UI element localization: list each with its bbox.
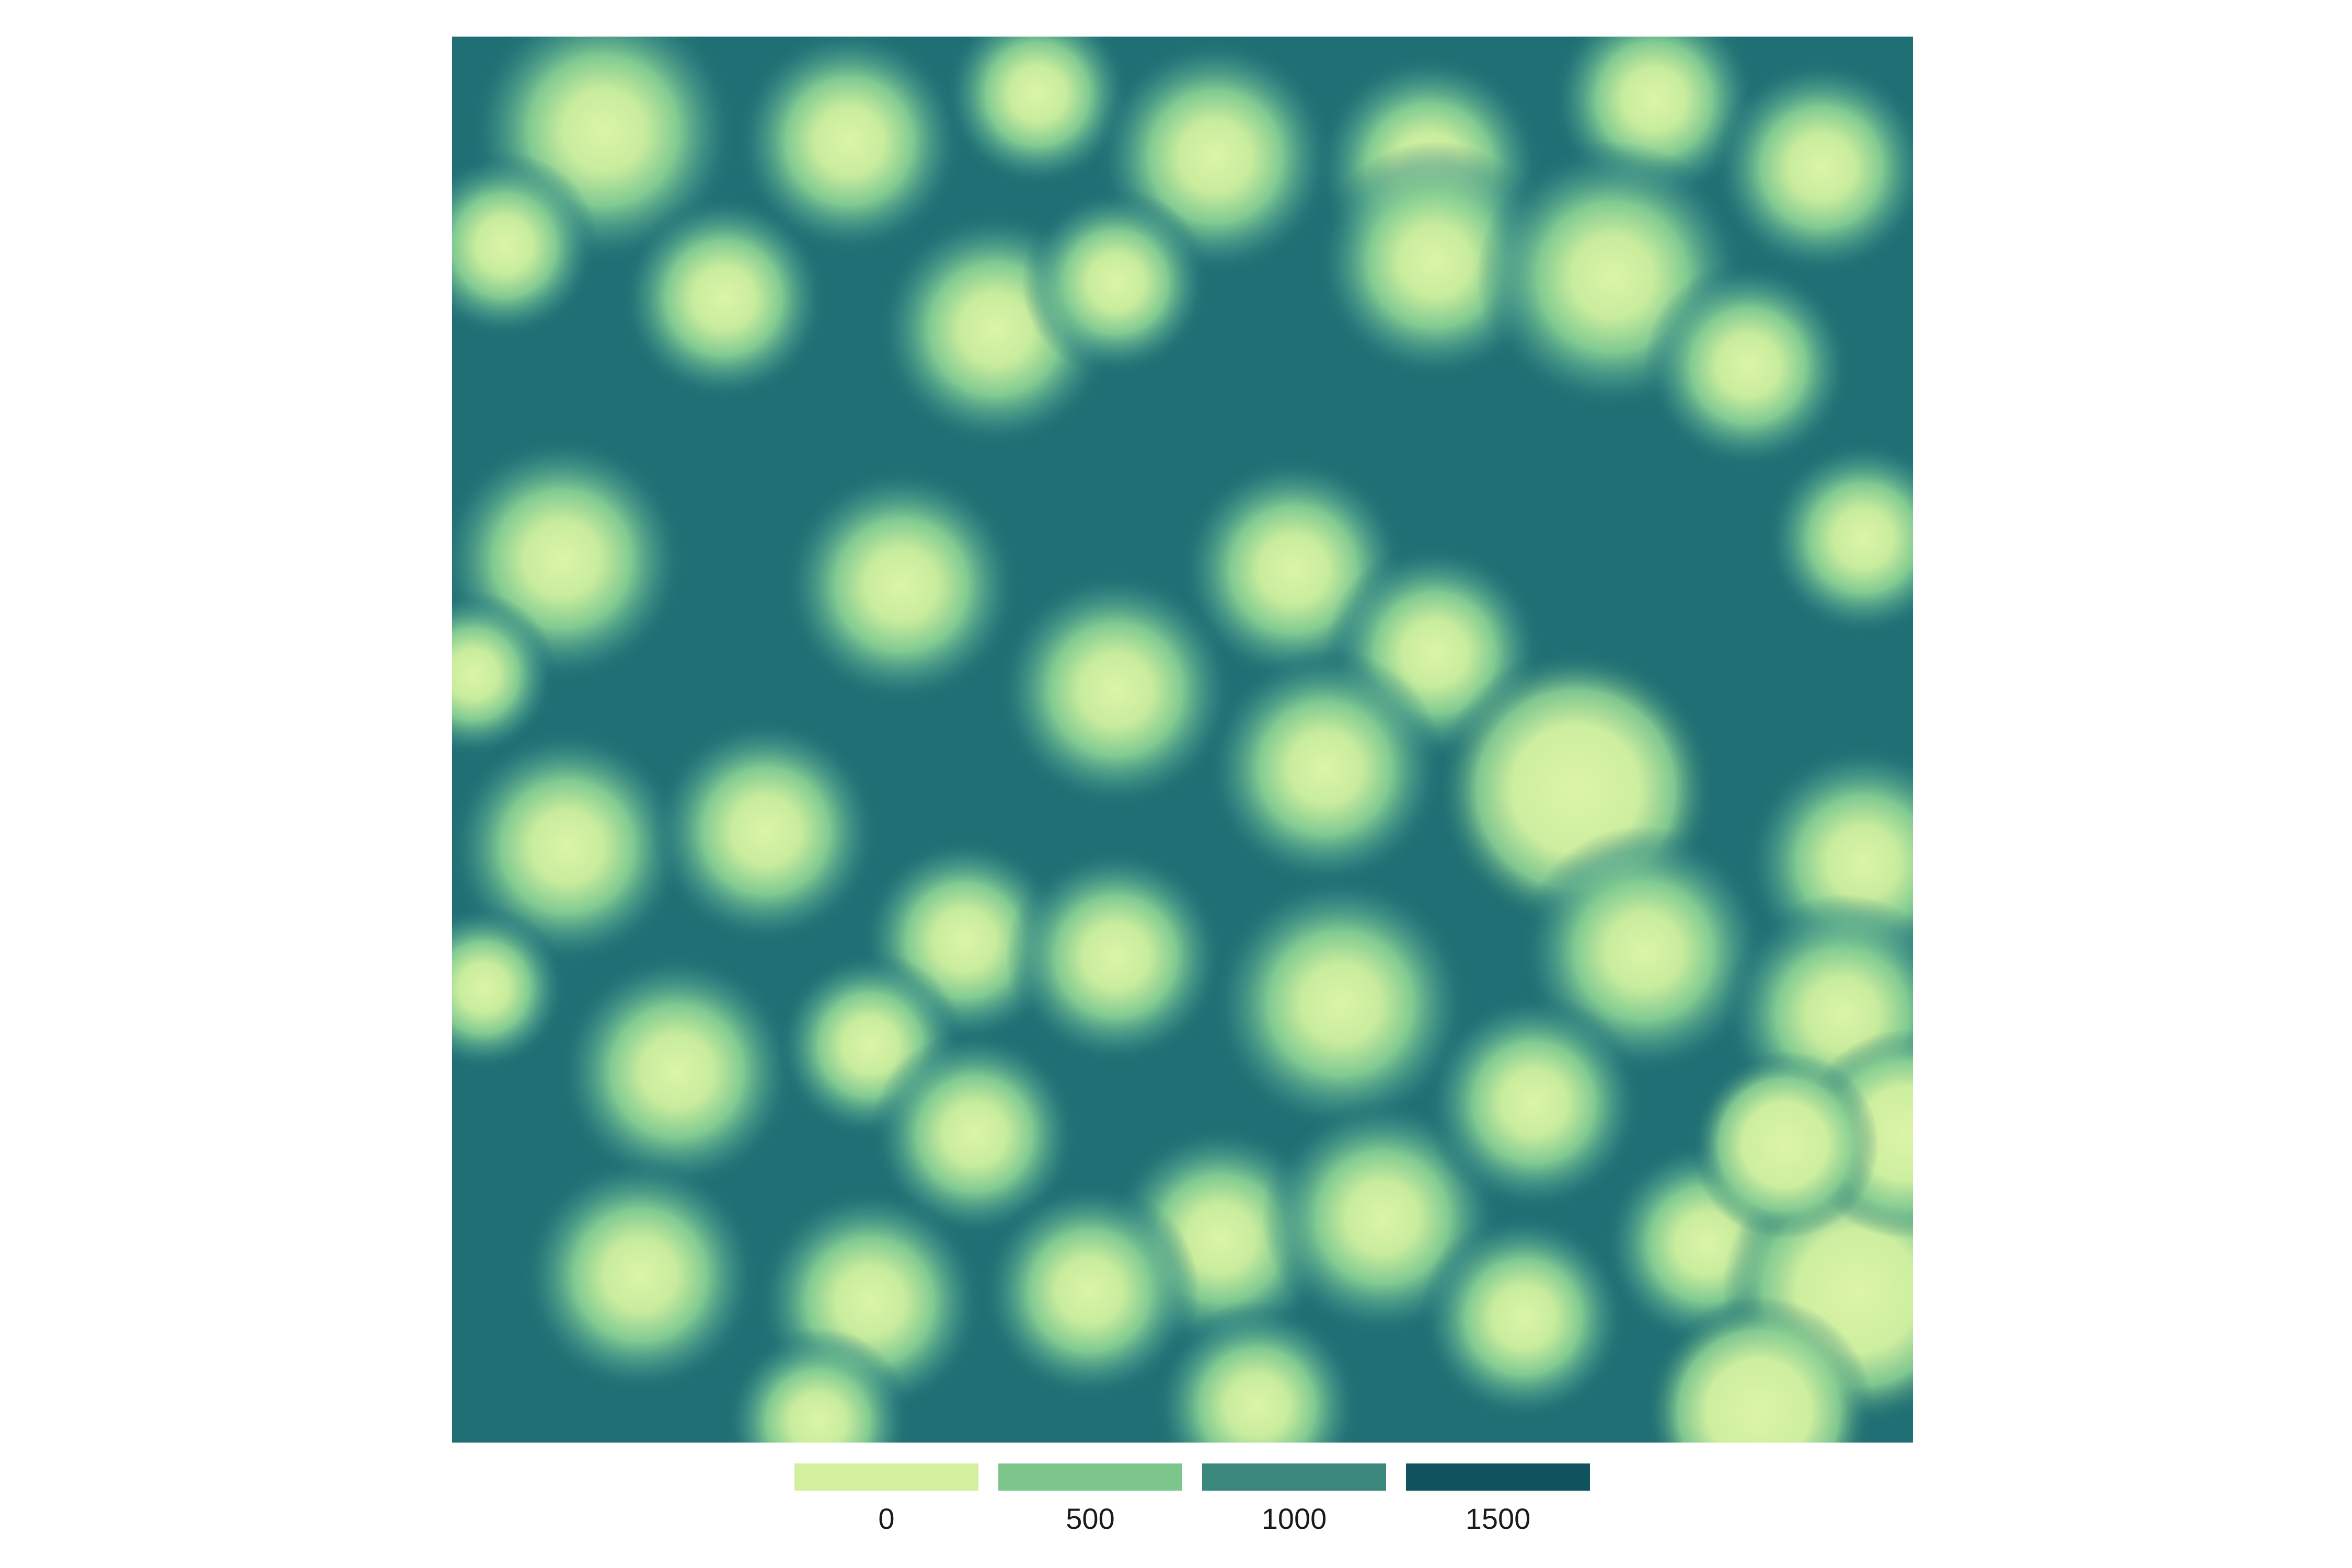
- proximity-zone: [1424, 993, 1644, 1213]
- proximity-zone: [1764, 439, 1913, 638]
- proximity-zone: [651, 716, 881, 946]
- proximity-zone: [452, 904, 567, 1071]
- proximity-zone: [619, 193, 828, 402]
- distance-raster-map: [452, 37, 1913, 1443]
- proximity-zone: [1022, 188, 1210, 376]
- distance-raster: [452, 37, 1913, 1443]
- proximity-zone: [781, 465, 1022, 706]
- proximity-zone: [1419, 1213, 1628, 1422]
- proximity-zone: [452, 152, 598, 340]
- proximity-zone: [520, 1155, 760, 1396]
- legend-label-0: 0: [878, 1502, 895, 1535]
- proximity-zone: [452, 591, 557, 758]
- legend: 0 500 1000 1500: [794, 1463, 1592, 1542]
- proximity-zone: [1006, 847, 1226, 1066]
- proximity-zone: [1210, 873, 1471, 1134]
- proximity-zone: [1644, 1296, 1874, 1443]
- proximity-zones: [452, 37, 1913, 1443]
- legend-key-500: [998, 1463, 1182, 1491]
- legend-label-1500: 1500: [1465, 1502, 1531, 1535]
- proximity-zone: [1152, 1301, 1362, 1443]
- proximity-zone: [1644, 261, 1853, 470]
- proximity-zone: [943, 37, 1132, 188]
- legend-key-1000: [1202, 1463, 1386, 1491]
- proximity-zone: [724, 1328, 912, 1443]
- proximity-zone: [1712, 57, 1913, 277]
- proximity-zone: [1205, 648, 1445, 889]
- proximity-zone: [996, 570, 1236, 810]
- legend-key-1500: [1406, 1463, 1590, 1491]
- proximity-zone: [557, 951, 797, 1192]
- proximity-zone: [980, 1181, 1200, 1401]
- legend-key-0: [794, 1463, 978, 1491]
- proximity-zone: [870, 1030, 1079, 1239]
- proximity-zone: [1691, 1051, 1879, 1239]
- proximity-zone: [734, 37, 964, 256]
- proximity-zone: [452, 727, 687, 967]
- legend-label-1000: 1000: [1261, 1502, 1327, 1535]
- legend-label-500: 500: [1066, 1502, 1115, 1535]
